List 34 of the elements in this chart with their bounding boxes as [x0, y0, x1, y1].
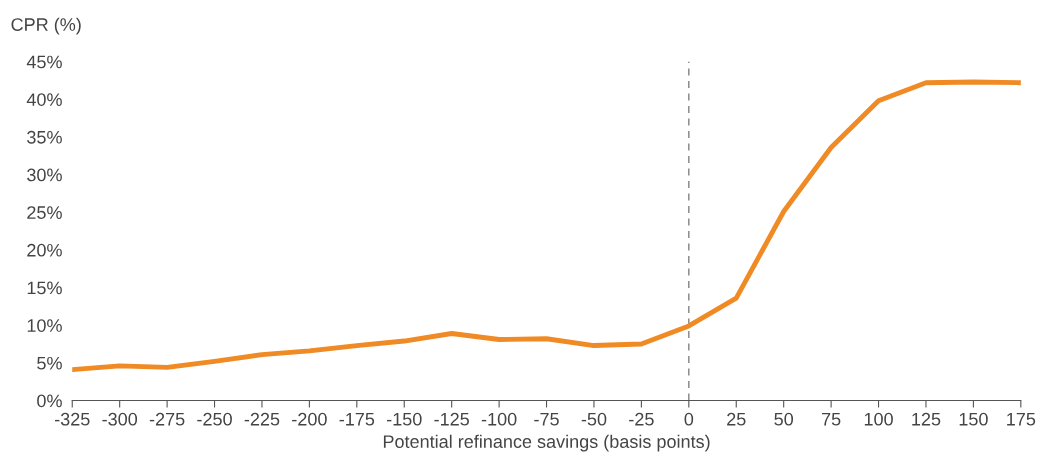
x-tick-label: 100 — [864, 412, 893, 426]
y-tick-label: 10% — [27, 319, 62, 332]
x-tick-label: 0 — [684, 412, 694, 426]
x-tick-label: -325 — [54, 412, 90, 426]
y-tick-label: 40% — [26, 93, 62, 106]
y-tick-label: 35% — [27, 130, 62, 144]
x-tick-label: -200 — [292, 412, 327, 426]
y-tick-label: 20% — [27, 243, 62, 257]
x-tick-label: 75 — [821, 413, 841, 426]
x-tick-label: 50 — [774, 412, 794, 426]
x-tick-label: -125 — [434, 412, 469, 426]
x-tick-label: 175 — [1007, 413, 1036, 426]
y-tick-label: 0% — [37, 394, 62, 408]
x-tick-label: -225 — [244, 412, 280, 426]
x-tick-label: 25 — [727, 412, 746, 426]
y-tick-label: 45% — [26, 55, 62, 69]
line-series — [72, 79, 1021, 373]
x-axis-title: Potential refinance savings (basis points) — [383, 434, 710, 452]
y-tick-label: 30% — [27, 168, 62, 182]
x-tick-label: -100 — [481, 412, 517, 426]
x-tick-label: -250 — [197, 412, 232, 426]
y-axis-title: CPR (%) — [11, 17, 81, 35]
x-tick-label: -300 — [102, 412, 138, 426]
y-tick-label: 5% — [37, 356, 62, 370]
x-tick-label: -25 — [629, 412, 654, 426]
x-tick-label: -175 — [339, 413, 375, 426]
x-tick-label: 150 — [959, 412, 988, 426]
x-tick-label: 125 — [912, 412, 941, 426]
x-tick-label: -275 — [149, 412, 185, 426]
x-tick-label: -75 — [534, 413, 559, 426]
y-tick-label: 15% — [27, 281, 62, 295]
x-tick-label: -150 — [386, 412, 422, 426]
x-tick-label: -50 — [581, 412, 607, 426]
y-tick-label: 25% — [27, 206, 62, 219]
